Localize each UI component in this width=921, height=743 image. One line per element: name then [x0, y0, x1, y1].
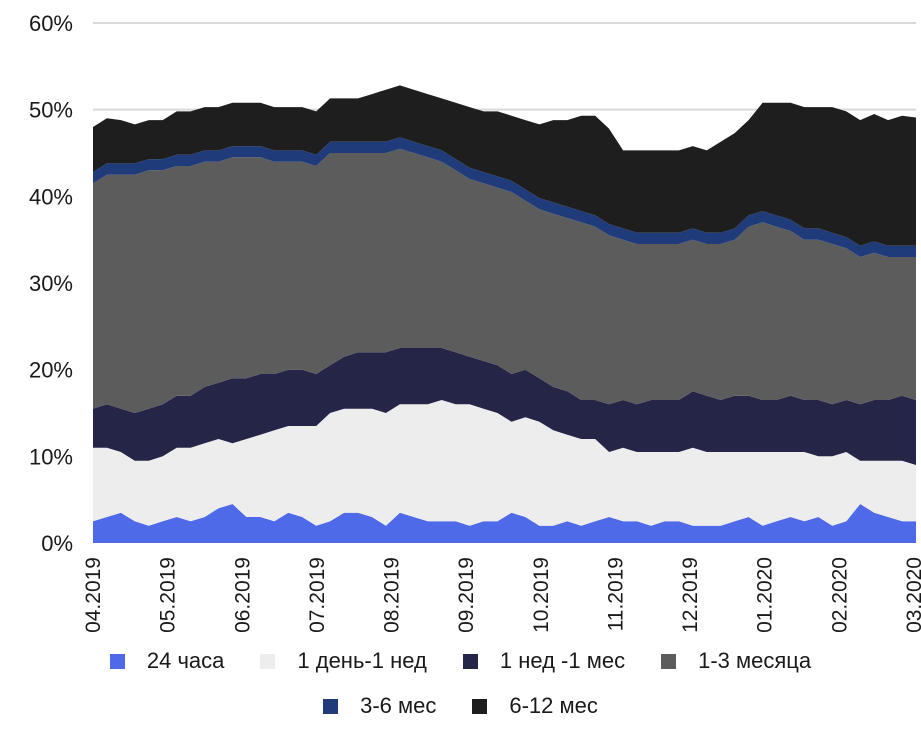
x-tick-label: 08.2019 [381, 557, 404, 633]
legend-swatch [109, 653, 125, 669]
legend-swatch [661, 653, 677, 669]
x-tick-label: 06.2019 [231, 557, 254, 633]
area-layers [93, 85, 916, 543]
legend-item-1-3m: 1-3 месяца [661, 648, 811, 674]
legend-swatch [472, 698, 488, 714]
x-tick-label: 10.2019 [530, 557, 553, 633]
x-tick-label: 01.2020 [754, 557, 777, 633]
legend-label: 6-12 мес [509, 693, 598, 718]
legend-label: 1 нед -1 мес [499, 648, 626, 673]
area-1-день-1-нед [93, 400, 916, 526]
y-tick-label: 50% [29, 98, 73, 123]
y-tick-label: 30% [29, 271, 73, 296]
area-24-часа [93, 504, 916, 543]
stacked-area-chart: 0% 10% 20% 30% 40% 50% 60% 04.2019 05.2019 06.20… [29, 11, 921, 633]
y-tick-label: 20% [29, 358, 73, 383]
x-axis-ticks: 04.2019 05.2019 06.2019 07.2019 08.2019 09.20… [82, 557, 921, 633]
x-tick-label: 03.2020 [903, 557, 921, 633]
x-tick-label: 09.2019 [455, 557, 478, 633]
y-tick-label: 40% [29, 184, 73, 209]
legend-swatch [462, 653, 478, 669]
x-tick-label: 12.2019 [679, 557, 702, 633]
area-1-нед--1-мес [93, 348, 916, 465]
x-tick-label: 05.2019 [157, 557, 180, 633]
x-tick-label: 04.2019 [82, 557, 105, 633]
area-1-3-месяца [93, 148, 916, 413]
legend-row-1: 24 часа 1 день-1 нед 1 нед -1 мес 1-3 ме… [0, 648, 921, 674]
legend-swatch [260, 653, 276, 669]
legend-label: 24 часа [146, 648, 225, 673]
y-tick-label: 10% [29, 444, 73, 469]
x-tick-label: 02.2020 [828, 557, 851, 633]
y-axis-ticks: 0% 10% 20% 30% 40% 50% 60% [29, 11, 73, 556]
x-tick-label: 11.2019 [604, 557, 627, 631]
legend-label: 1 день-1 нед [297, 648, 427, 673]
legend-row-2: 3-6 мес 6-12 мес [0, 693, 921, 719]
legend-label: 3-6 мес [360, 693, 437, 718]
area-6-12-мес [93, 85, 916, 246]
legend-item-1d-1w: 1 день-1 нед [260, 648, 427, 674]
legend-swatch [323, 698, 339, 714]
legend-item-6-12m: 6-12 мес [472, 693, 598, 719]
y-tick-label: 0% [41, 531, 73, 556]
legend-item-24h: 24 часа [109, 648, 225, 674]
x-tick-label: 07.2019 [306, 557, 329, 633]
legend-label: 1-3 месяца [698, 648, 812, 673]
legend-item-1w-1m: 1 нед -1 мес [462, 648, 626, 674]
legend-item-3-6m: 3-6 мес [323, 693, 436, 719]
y-tick-label: 60% [29, 11, 73, 36]
